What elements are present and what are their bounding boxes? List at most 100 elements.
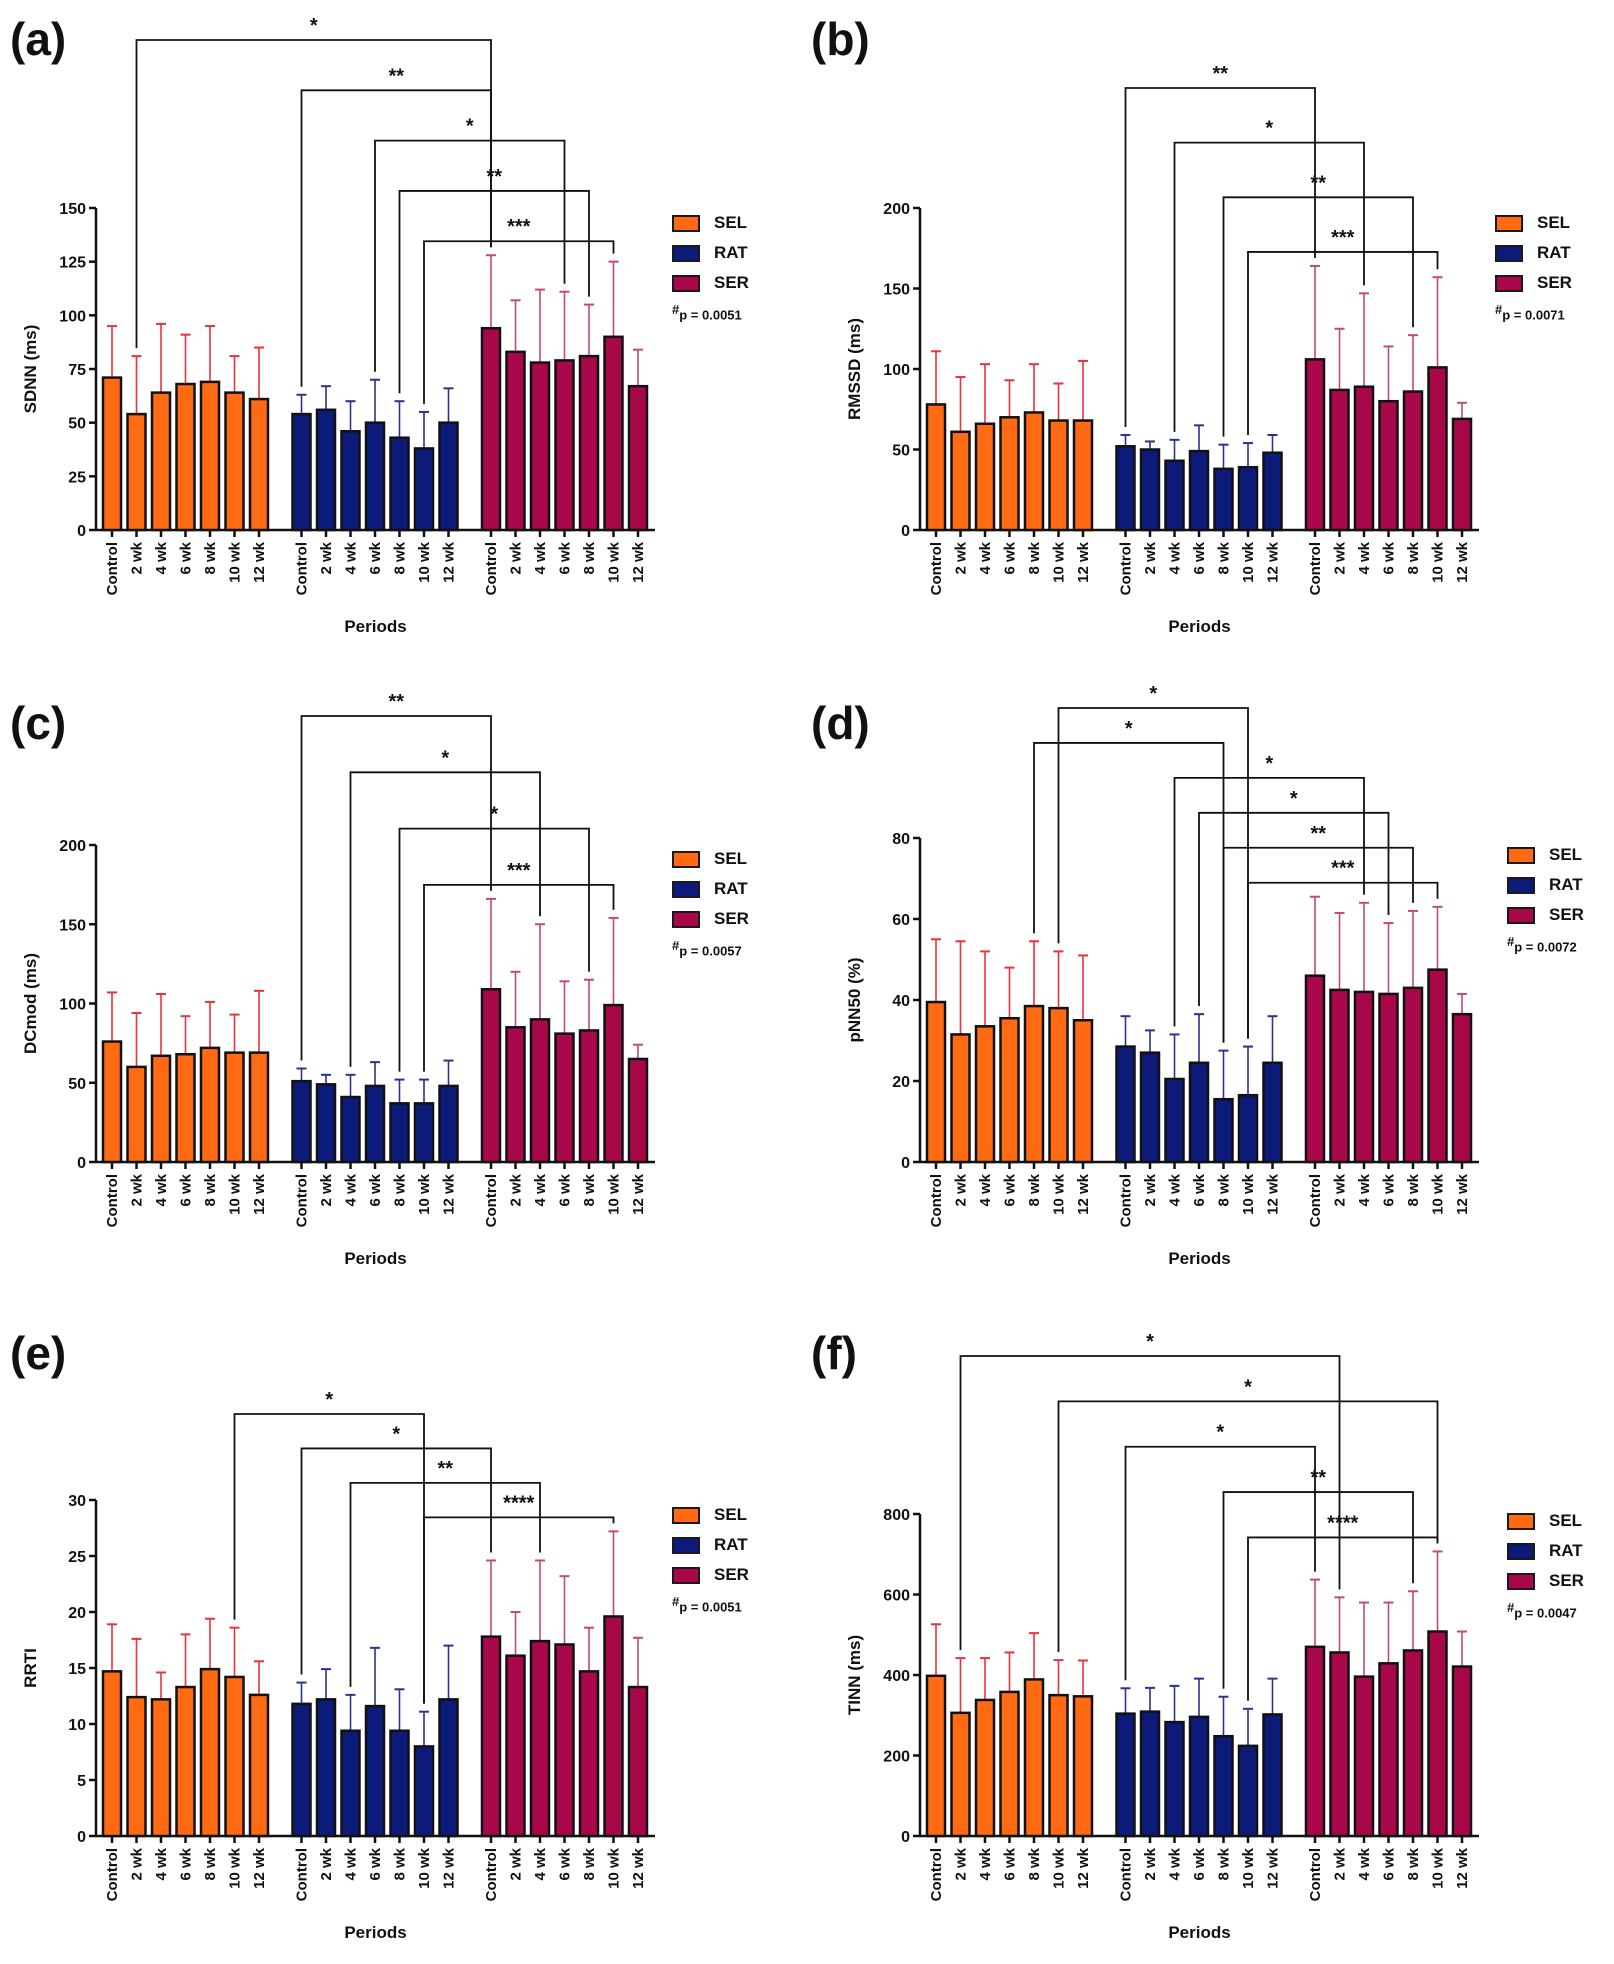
y-tick-label: 50 — [68, 416, 86, 433]
bar-rat-control — [291, 1079, 312, 1164]
x-tick-label: 12 wk — [441, 541, 458, 583]
bar-rat-12wk — [1262, 1061, 1283, 1164]
bar-chart-dcmod: 0 50 100 150 200 DCmod (ms) Control 2 wk 4 wk 6 w… — [21, 691, 655, 1268]
y-axis-label: RRTI — [21, 1648, 40, 1688]
panel-label: (e) — [10, 1327, 67, 1379]
x-tick-label: 2 wk — [1332, 1847, 1349, 1880]
significance-label: * — [466, 116, 474, 138]
legend-label: RAT — [1537, 243, 1571, 262]
significance-label: * — [1290, 788, 1298, 810]
legend-item-sel: SEL — [1507, 840, 1584, 870]
significance-label: ** — [388, 65, 404, 87]
bar-sel-6wk — [175, 382, 196, 532]
bar-chart-rrti: 0 5 10 15 20 25 30 RRTI Control 2 wk 4 wk 6 wk 8 wk 1… — [21, 1389, 655, 1942]
x-tick-label: 4 wk — [977, 1847, 994, 1880]
y-axis-label: DCmod (ms) — [21, 953, 40, 1054]
x-axis-label: Periods — [1168, 617, 1230, 636]
bar-sel-control — [925, 1000, 947, 1164]
bar-ser-6wk — [1378, 1662, 1399, 1838]
x-tick-label: 10 wk — [1430, 541, 1447, 583]
legend-swatch — [672, 244, 700, 262]
x-tick-label: 2 wk — [1332, 541, 1349, 574]
x-tick-label: 10 wk — [416, 1847, 433, 1889]
bar-sel-10wk — [1048, 1006, 1069, 1164]
x-tick-label: Control — [294, 1174, 311, 1227]
bar-rat-2wk — [315, 408, 337, 532]
significance-bracket — [1222, 196, 1414, 437]
bar-sel-control — [101, 376, 123, 532]
x-axis-label: Periods — [344, 1923, 406, 1942]
x-tick-label: 8 wk — [1405, 1847, 1422, 1880]
bar-ser-8wk — [1402, 986, 1424, 1164]
bar-ser-control — [480, 1635, 502, 1838]
x-tick-label: 10 wk — [606, 1173, 623, 1215]
bar-ser-6wk — [554, 359, 575, 532]
bar-sel-2wk — [950, 1033, 971, 1164]
significance-bracket — [1124, 87, 1316, 428]
significance-bracket — [300, 1447, 492, 1675]
x-tick-label: Control — [1307, 542, 1324, 595]
x-tick-label: 2 wk — [508, 1847, 525, 1880]
x-tick-label: 10 wk — [1240, 541, 1257, 583]
legend-item-sel: SEL — [1507, 1506, 1584, 1536]
panel-f: (f) 0 200 400 600 800 TINN (ms) Control 2 wk 4 w… — [807, 1290, 1614, 1964]
bar-ser-4wk — [1353, 1675, 1375, 1838]
x-tick-label: 2 wk — [1142, 1173, 1159, 1206]
y-tick-label: 600 — [883, 1588, 910, 1605]
x-tick-label: 12 wk — [1265, 541, 1282, 583]
legend-label: SER — [714, 273, 749, 292]
x-tick-label: 4 wk — [532, 541, 549, 574]
x-tick-label: 6 wk — [367, 541, 384, 574]
significance-bracket — [1057, 707, 1249, 1039]
y-tick-label: 200 — [883, 1749, 910, 1766]
bar-rat-2wk — [315, 1698, 337, 1838]
legend-label: SER — [714, 1565, 749, 1584]
x-tick-label: 2 wk — [129, 1847, 146, 1880]
bar-ser-10wk — [603, 335, 624, 532]
y-tick-label: 0 — [77, 1829, 86, 1846]
x-tick-label: 8 wk — [1405, 541, 1422, 574]
x-tick-label: 6 wk — [1191, 541, 1208, 574]
bar-chart-rmssd: 0 50 100 150 200 RMSSD (ms) Control 2 wk 4 wk 6 w… — [845, 63, 1479, 636]
bar-rat-4wk — [1164, 1077, 1185, 1164]
y-tick-label: 150 — [59, 917, 86, 934]
x-tick-label: 8 wk — [202, 1173, 219, 1206]
p-value-annotation: #p = 0.0051 — [672, 1594, 742, 1615]
panel-d: (d) 0 20 40 60 80 pNN50 (%) Control 2 wk 4 wk 6 w… — [807, 650, 1614, 1290]
x-tick-label: 6 wk — [178, 541, 195, 574]
x-tick-label: 4 wk — [532, 1173, 549, 1206]
x-tick-label: 2 wk — [318, 541, 335, 574]
bar-sel-12wk — [248, 397, 270, 532]
bar-sel-4wk — [974, 1698, 996, 1838]
bar-ser-4wk — [1353, 990, 1375, 1164]
bar-rat-12wk — [438, 1084, 459, 1164]
x-tick-label: 8 wk — [392, 1173, 409, 1206]
bar-ser-2wk — [1329, 1651, 1350, 1838]
bar-rat-10wk — [413, 1745, 435, 1838]
x-tick-label: 8 wk — [581, 1847, 598, 1880]
x-tick-label: 8 wk — [392, 541, 409, 574]
legend-swatch — [672, 214, 700, 232]
legend-label: SER — [714, 909, 749, 928]
legend-item-rat: RAT — [672, 1530, 749, 1560]
y-tick-label: 50 — [68, 1076, 86, 1093]
x-tick-label: 2 wk — [1332, 1173, 1349, 1206]
x-tick-label: 4 wk — [343, 541, 360, 574]
bar-ser-10wk — [1427, 1630, 1448, 1838]
bar-sel-8wk — [1023, 411, 1045, 532]
bar-rat-10wk — [1237, 1093, 1259, 1164]
bar-sel-12wk — [1072, 419, 1094, 532]
bar-sel-2wk — [126, 1065, 147, 1164]
x-tick-label: Control — [483, 1848, 500, 1901]
x-tick-label: 2 wk — [953, 541, 970, 574]
x-tick-label: Control — [928, 1174, 945, 1227]
x-tick-label: 10 wk — [227, 1847, 244, 1889]
bar-ser-2wk — [505, 1654, 526, 1838]
y-axis-label: SDNN (ms) — [21, 325, 40, 414]
y-tick-label: 400 — [883, 1668, 910, 1685]
y-tick-label: 200 — [59, 838, 86, 855]
bar-sel-4wk — [150, 391, 172, 532]
x-tick-label: 12 wk — [251, 541, 268, 583]
x-tick-label: 6 wk — [367, 1847, 384, 1880]
bar-ser-control — [1304, 358, 1326, 532]
